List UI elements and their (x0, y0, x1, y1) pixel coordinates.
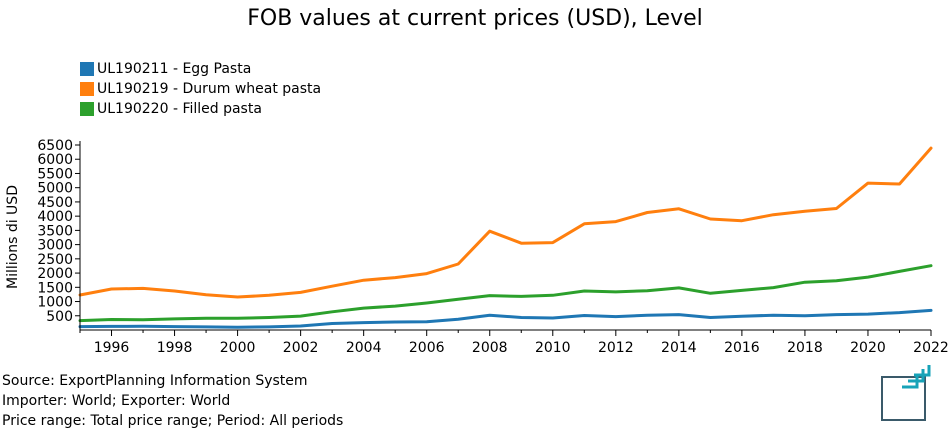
y-tick-label: 1000 (37, 295, 73, 311)
y-tick-label: 500 (46, 309, 73, 325)
legend-item-filled-pasta: UL190220 - Filled pasta (80, 99, 321, 119)
chart-title: FOB values at current prices (USD), Leve… (247, 6, 703, 31)
x-tick-label: 2018 (787, 340, 823, 356)
legend-item-egg-pasta: UL190211 - Egg Pasta (80, 59, 321, 79)
x-tick-label: 2004 (346, 340, 382, 356)
y-tick-label: 4000 (37, 209, 73, 225)
x-tick-label: 2014 (661, 340, 697, 356)
y-tick-label: 3500 (37, 223, 73, 239)
x-tick-label: 2006 (409, 340, 445, 356)
y-tick-label: 1500 (37, 280, 73, 296)
x-tick-label: 1998 (157, 340, 193, 356)
legend-swatch (80, 62, 94, 76)
y-tick-label: 2000 (37, 266, 73, 282)
series-line-1 (78, 146, 933, 299)
y-tick-label: 6000 (37, 152, 73, 168)
y-tick-label: 5500 (37, 166, 73, 182)
y-tick-label: 6500 (37, 138, 73, 154)
exportplanning-logo-icon (881, 365, 931, 421)
x-tick-label: 2000 (220, 340, 256, 356)
y-tick-label: 4500 (37, 195, 73, 211)
legend: UL190211 - Egg Pasta UL190219 - Durum wh… (80, 59, 321, 119)
x-tick-label: 2008 (472, 340, 508, 356)
footer-notes: Source: ExportPlanning Information Syste… (2, 371, 343, 431)
legend-label: UL190211 - Egg Pasta (97, 61, 252, 77)
legend-label: UL190219 - Durum wheat pasta (97, 81, 322, 97)
series-line-0 (78, 308, 933, 329)
y-tick-label: 5000 (37, 181, 73, 197)
series-line-2 (78, 264, 933, 323)
x-tick-label: 2020 (850, 340, 886, 356)
legend-swatch (80, 82, 94, 96)
source-note: Source: ExportPlanning Information Syste… (2, 373, 308, 389)
price-period-note: Price range: Total price range; Period: … (2, 413, 344, 429)
y-axis-label: Millions di USD (5, 185, 21, 289)
x-tick-label: 2012 (598, 340, 634, 356)
y-tick-label: 2500 (37, 252, 73, 268)
x-tick-label: 2002 (283, 340, 319, 356)
legend-item-durum-wheat-pasta: UL190219 - Durum wheat pasta (80, 79, 321, 99)
y-tick-label: 3000 (37, 238, 73, 254)
legend-swatch (80, 102, 94, 116)
x-tick-label: 1996 (94, 340, 130, 356)
legend-label: UL190220 - Filled pasta (97, 101, 262, 117)
x-tick-label: 2016 (724, 340, 760, 356)
x-tick-label: 2010 (535, 340, 571, 356)
importer-exporter-note: Importer: World; Exporter: World (2, 393, 231, 409)
x-tick-label: 2022 (913, 340, 949, 356)
